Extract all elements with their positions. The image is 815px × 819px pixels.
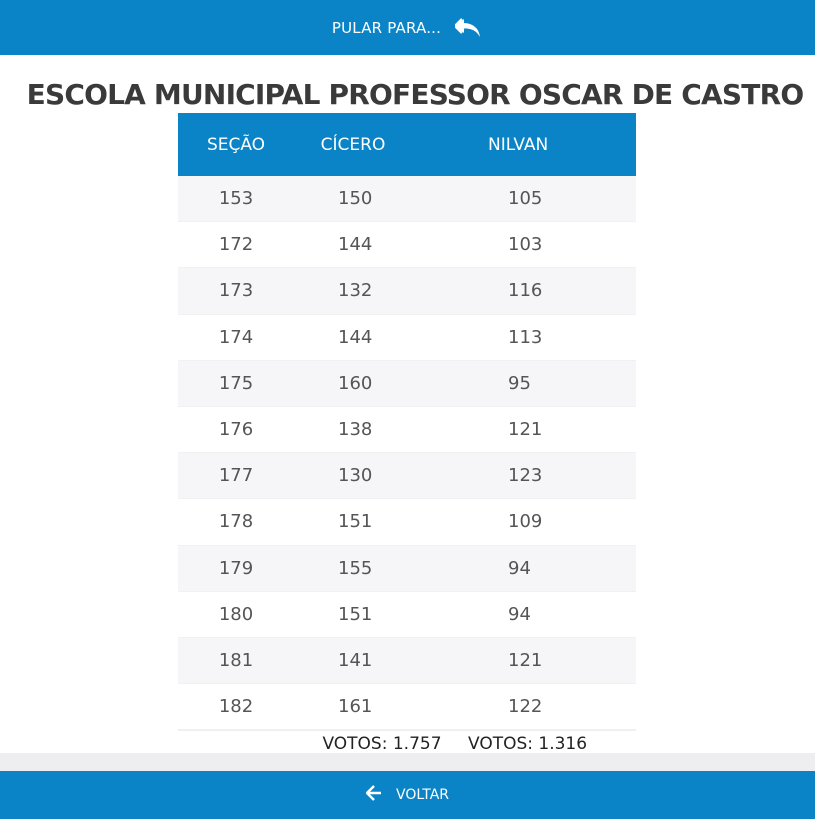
cell-secao: 176 xyxy=(218,419,254,441)
header-nilvan: NILVAN xyxy=(488,134,549,155)
cell-secao: 174 xyxy=(218,326,254,348)
total-nilvan: VOTOS: 1.316 xyxy=(468,734,588,755)
cell-nilvan: 121 xyxy=(508,649,543,671)
cell-nilvan: 103 xyxy=(508,234,543,256)
back-label: VOLTAR xyxy=(396,787,449,803)
cell-cicero: 130 xyxy=(338,465,373,487)
cell-nilvan: 116 xyxy=(508,280,543,302)
cell-secao: 173 xyxy=(218,280,254,302)
cell-secao: 178 xyxy=(218,511,254,533)
cell-cicero: 150 xyxy=(338,188,373,210)
reply-all-icon xyxy=(455,17,483,39)
cell-cicero: 144 xyxy=(338,326,373,348)
table-row: 176 138 121 xyxy=(178,407,636,454)
cell-secao: 177 xyxy=(218,465,254,487)
top-bar: PULAR PARA... xyxy=(0,0,815,55)
table-row: 172 144 103 xyxy=(178,222,636,269)
header-cicero: CÍCERO xyxy=(320,134,386,155)
cell-cicero: 151 xyxy=(338,603,373,625)
cell-secao: 172 xyxy=(218,234,254,256)
arrow-left-icon xyxy=(365,785,382,805)
table-row: 177 130 123 xyxy=(178,453,636,500)
cell-secao: 153 xyxy=(218,188,254,210)
cell-secao: 179 xyxy=(218,557,254,579)
table-row: 153 150 105 xyxy=(178,176,636,223)
cell-cicero: 141 xyxy=(338,649,373,671)
bottom-bar: VOLTAR xyxy=(0,771,815,819)
table-row: 174 144 113 xyxy=(178,315,636,361)
cell-cicero: 132 xyxy=(338,280,373,302)
jump-to-label: PULAR PARA... xyxy=(331,18,442,37)
table-row: 175 160 95 xyxy=(178,360,636,407)
cell-nilvan: 123 xyxy=(508,465,543,487)
totals-row: VOTOS: 1.757 VOTOS: 1.316 xyxy=(178,730,636,757)
cell-cicero: 144 xyxy=(338,234,373,256)
table-row: 173 132 116 xyxy=(178,268,636,315)
cell-nilvan: 94 xyxy=(508,603,531,625)
cell-cicero: 161 xyxy=(338,696,373,718)
cell-cicero: 160 xyxy=(338,372,373,394)
cell-secao: 182 xyxy=(218,696,254,718)
cell-cicero: 151 xyxy=(338,511,373,533)
cell-nilvan: 105 xyxy=(508,188,543,210)
table-row: 180 151 94 xyxy=(178,592,636,638)
table-row: 181 141 121 xyxy=(178,637,636,685)
table-row: 182 161 122 xyxy=(178,684,636,731)
cell-nilvan: 109 xyxy=(508,511,543,533)
results-table: SEÇÃO CÍCERO NILVAN 153 150 105 172 144 103 17… xyxy=(178,113,636,757)
table-body: 153 150 105 172 144 103 173 132 116 174 144 113 175 1… xyxy=(178,176,636,731)
cell-nilvan: 122 xyxy=(508,696,543,718)
header-secao: SEÇÃO xyxy=(206,134,266,155)
divider xyxy=(0,753,815,771)
cell-nilvan: 121 xyxy=(508,419,543,441)
cell-nilvan: 113 xyxy=(508,326,543,348)
table-row: 179 155 94 xyxy=(178,545,636,592)
back-button[interactable]: VOLTAR xyxy=(365,785,449,805)
cell-nilvan: 95 xyxy=(508,372,531,394)
cell-secao: 181 xyxy=(218,649,254,671)
cell-secao: 180 xyxy=(218,603,254,625)
table-header: SEÇÃO CÍCERO NILVAN xyxy=(178,113,636,176)
cell-cicero: 155 xyxy=(338,557,373,579)
page-title: ESCOLA MUNICIPAL PROFESSOR OSCAR DE CAST… xyxy=(26,78,805,111)
cell-nilvan: 94 xyxy=(508,557,531,579)
total-cicero: VOTOS: 1.757 xyxy=(322,734,442,755)
table-row: 178 151 109 xyxy=(178,499,636,546)
cell-cicero: 138 xyxy=(338,419,373,441)
cell-secao: 175 xyxy=(218,372,254,394)
jump-to-button[interactable]: PULAR PARA... xyxy=(332,17,483,39)
